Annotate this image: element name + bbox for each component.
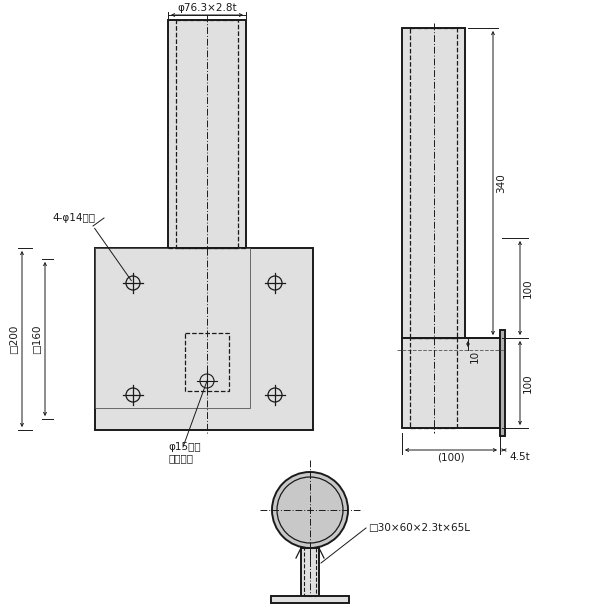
Bar bbox=[301, 548, 319, 596]
Text: 340: 340 bbox=[496, 173, 506, 193]
Bar bbox=[500, 330, 505, 436]
Bar bbox=[402, 28, 465, 338]
Text: 4-φ14キリ: 4-φ14キリ bbox=[52, 213, 95, 223]
Bar bbox=[402, 338, 500, 428]
Text: 100: 100 bbox=[523, 373, 533, 393]
Bar bbox=[176, 20, 238, 248]
Bar bbox=[271, 596, 349, 603]
Bar bbox=[410, 28, 457, 338]
Text: (100): (100) bbox=[437, 452, 465, 462]
Bar bbox=[95, 248, 313, 430]
Text: 水抜き穴: 水抜き穴 bbox=[168, 453, 193, 463]
Bar bbox=[185, 333, 229, 391]
Circle shape bbox=[272, 472, 348, 548]
Text: 4.5t: 4.5t bbox=[509, 452, 530, 462]
Bar bbox=[304, 548, 316, 596]
Text: φ76.3×2.8t: φ76.3×2.8t bbox=[177, 3, 237, 13]
Text: 10: 10 bbox=[470, 349, 480, 362]
Text: 100: 100 bbox=[523, 278, 533, 298]
Bar bbox=[95, 248, 250, 408]
Text: □160: □160 bbox=[32, 324, 42, 354]
Bar bbox=[410, 338, 457, 428]
Text: □30×60×2.3t×65L: □30×60×2.3t×65L bbox=[368, 523, 470, 533]
Text: φ15キリ: φ15キリ bbox=[168, 442, 201, 452]
Text: □200: □200 bbox=[9, 324, 19, 354]
Bar bbox=[168, 20, 246, 248]
